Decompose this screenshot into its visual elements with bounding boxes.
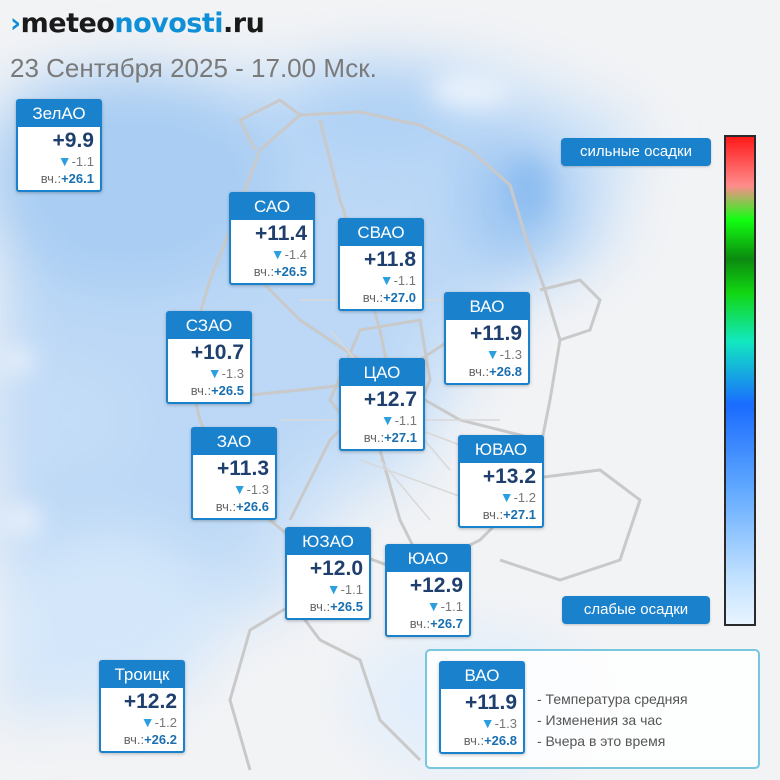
district-change: -1.3 bbox=[246, 482, 269, 497]
legend-items: - Температура средняя - Изменения за час… bbox=[537, 689, 688, 752]
down-triangle-icon: ▼ bbox=[326, 581, 341, 597]
site-logo: ›meteonovosti.ru bbox=[10, 8, 265, 39]
yesterday-prefix: вч.: bbox=[363, 430, 385, 445]
district-temp: +12.0 bbox=[309, 557, 363, 580]
district-name: ВАО bbox=[446, 294, 528, 320]
down-triangle-icon: ▼ bbox=[270, 246, 285, 262]
yesterday-prefix: вч.: bbox=[40, 171, 62, 186]
logo-part-domain: .ru bbox=[223, 8, 265, 39]
district-change: -1.2 bbox=[513, 490, 536, 505]
district-name: СВАО bbox=[340, 220, 422, 246]
down-triangle-icon: ▼ bbox=[480, 715, 495, 731]
district-temp: +11.3 bbox=[217, 457, 269, 480]
district-temp: +12.9 bbox=[409, 574, 463, 597]
district-change: -1.1 bbox=[394, 413, 417, 428]
district-temp: +11.4 bbox=[255, 222, 307, 245]
down-triangle-icon: ▼ bbox=[232, 481, 247, 497]
logo-part-novosti: novosti bbox=[114, 8, 224, 39]
yesterday-prefix: вч.: bbox=[409, 616, 431, 631]
legend-item-yesterday: - Вчера в это время bbox=[537, 733, 666, 749]
legend-example-temp: +11.9 bbox=[465, 691, 517, 714]
district-yesterday: +27.1 bbox=[503, 507, 536, 522]
legend-example-yesterday: +26.8 bbox=[484, 733, 517, 748]
district-change: -1.1 bbox=[393, 273, 416, 288]
down-triangle-icon: ▼ bbox=[426, 598, 441, 614]
district-card-yuvao: ЮВАО +13.2 ▼-1.2 вч.:+27.1 bbox=[458, 435, 544, 528]
district-temp: +11.8 bbox=[364, 248, 416, 271]
district-yesterday: +26.8 bbox=[489, 364, 522, 379]
district-name: ЦАО bbox=[341, 360, 423, 386]
district-name: ЮВАО bbox=[460, 437, 542, 463]
scale-label-strong: сильные осадки bbox=[561, 138, 711, 166]
yesterday-prefix: вч.: bbox=[463, 733, 485, 748]
district-card-zao: ЗАО +11.3 ▼-1.3 вч.:+26.6 bbox=[191, 427, 277, 520]
legend-example-card: ВАО +11.9 ▼-1.3 вч.:+26.8 bbox=[439, 661, 525, 754]
district-yesterday: +27.1 bbox=[384, 430, 417, 445]
district-yesterday: +26.7 bbox=[430, 616, 463, 631]
down-triangle-icon: ▼ bbox=[140, 714, 155, 730]
yesterday-prefix: вч.: bbox=[253, 264, 275, 279]
precipitation-color-scale bbox=[724, 135, 756, 626]
district-card-troitsk: Троицк +12.2 ▼-1.2 вч.:+26.2 bbox=[99, 660, 185, 753]
district-card-szao: СЗАО +10.7 ▼-1.3 вч.:+26.5 bbox=[166, 311, 252, 404]
yesterday-prefix: вч.: bbox=[123, 732, 145, 747]
yesterday-prefix: вч.: bbox=[482, 507, 504, 522]
district-card-svao: СВАО +11.8 ▼-1.1 вч.:+27.0 bbox=[338, 218, 424, 311]
district-yesterday: +26.6 bbox=[236, 499, 269, 514]
yesterday-prefix: вч.: bbox=[190, 383, 212, 398]
district-temp: +12.7 bbox=[363, 388, 417, 411]
yesterday-prefix: вч.: bbox=[468, 364, 490, 379]
district-card-yuao: ЮАО +12.9 ▼-1.1 вч.:+26.7 bbox=[385, 544, 471, 637]
down-triangle-icon: ▼ bbox=[379, 272, 394, 288]
district-change: -1.2 bbox=[154, 715, 177, 730]
legend-box: ВАО +11.9 ▼-1.3 вч.:+26.8 - Температура … bbox=[425, 649, 760, 769]
district-temp: +10.7 bbox=[190, 341, 244, 364]
down-triangle-icon: ▼ bbox=[499, 489, 514, 505]
logo-mark: › bbox=[10, 8, 21, 39]
district-change: -1.1 bbox=[71, 154, 94, 169]
yesterday-prefix: вч.: bbox=[362, 290, 384, 305]
yesterday-prefix: вч.: bbox=[215, 499, 237, 514]
district-name: САО bbox=[231, 194, 313, 220]
district-yesterday: +26.5 bbox=[330, 599, 363, 614]
logo-part-meteo: meteo bbox=[20, 8, 115, 39]
district-card-vao: ВАО +11.9 ▼-1.3 вч.:+26.8 bbox=[444, 292, 530, 385]
district-name: Троицк bbox=[101, 662, 183, 688]
down-triangle-icon: ▼ bbox=[207, 365, 222, 381]
legend-example-name: ВАО bbox=[441, 663, 523, 689]
district-change: -1.3 bbox=[221, 366, 244, 381]
down-triangle-icon: ▼ bbox=[485, 346, 500, 362]
district-name: ЗелАО bbox=[18, 101, 100, 127]
scale-label-weak: слабые осадки bbox=[562, 596, 710, 624]
district-name: ЮАО bbox=[387, 546, 469, 572]
district-card-yuzao: ЮЗАО +12.0 ▼-1.1 вч.:+26.5 bbox=[285, 527, 371, 620]
date-time-line: 23 Сентября 2025 - 17.00 Мск. bbox=[10, 53, 377, 83]
district-yesterday: +27.0 bbox=[383, 290, 416, 305]
district-card-cao: ЦАО +12.7 ▼-1.1 вч.:+27.1 bbox=[339, 358, 425, 451]
district-temp: +13.2 bbox=[482, 465, 536, 488]
district-yesterday: +26.1 bbox=[61, 171, 94, 186]
district-name: СЗАО bbox=[168, 313, 250, 339]
district-yesterday: +26.5 bbox=[274, 264, 307, 279]
legend-item-temp: - Температура средняя bbox=[537, 691, 688, 707]
district-card-sao: САО +11.4 ▼-1.4 вч.:+26.5 bbox=[229, 192, 315, 285]
down-triangle-icon: ▼ bbox=[57, 153, 72, 169]
district-change: -1.4 bbox=[284, 247, 307, 262]
legend-example-change: -1.3 bbox=[494, 716, 517, 731]
district-change: -1.3 bbox=[499, 347, 522, 362]
district-change: -1.1 bbox=[440, 599, 463, 614]
district-yesterday: +26.2 bbox=[144, 732, 177, 747]
district-yesterday: +26.5 bbox=[211, 383, 244, 398]
district-name: ЗАО bbox=[193, 429, 275, 455]
district-name: ЮЗАО bbox=[287, 529, 369, 555]
district-card-zelao: ЗелАО +9.9 ▼-1.1 вч.:+26.1 bbox=[16, 99, 102, 192]
district-temp: +12.2 bbox=[123, 690, 177, 713]
yesterday-prefix: вч.: bbox=[309, 599, 331, 614]
down-triangle-icon: ▼ bbox=[380, 412, 395, 428]
district-change: -1.1 bbox=[340, 582, 363, 597]
district-temp: +9.9 bbox=[52, 129, 94, 152]
legend-item-change: - Изменения за час bbox=[537, 712, 663, 728]
district-temp: +11.9 bbox=[470, 322, 522, 345]
